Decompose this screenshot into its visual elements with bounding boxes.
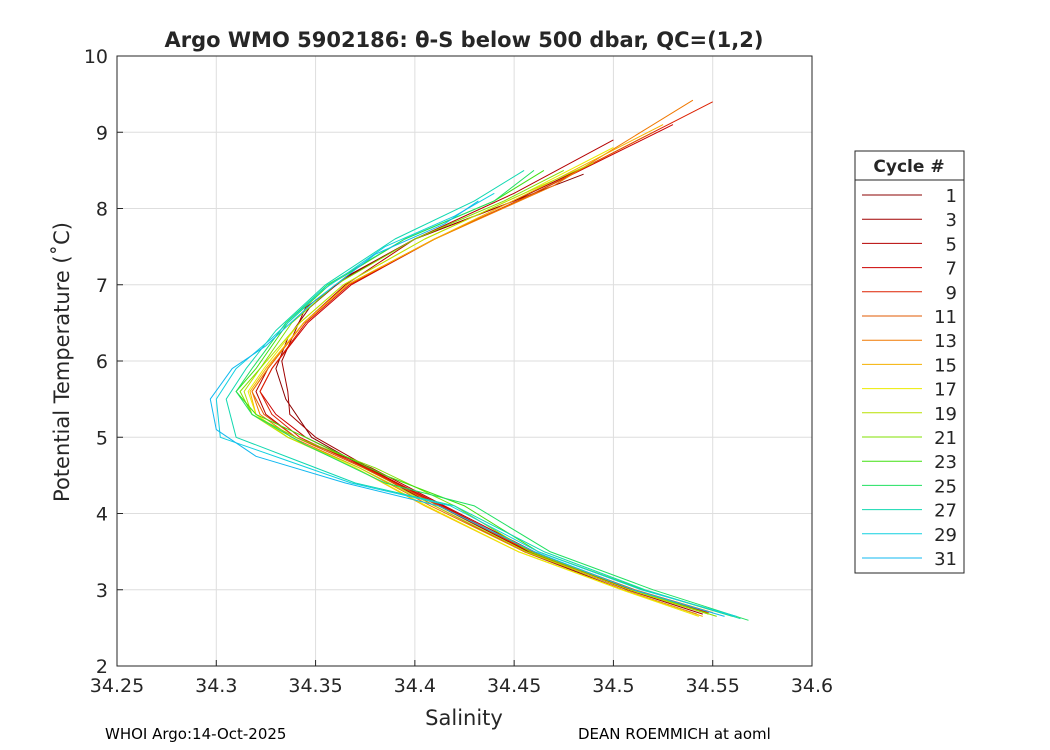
legend-label-cycle-7: 7 bbox=[946, 259, 957, 280]
legend-label-cycle-29: 29 bbox=[934, 525, 957, 546]
legend-box bbox=[854, 150, 965, 574]
x-tick-label: 34.35 bbox=[288, 675, 342, 697]
y-tick-label: 9 bbox=[96, 122, 108, 144]
legend-label-cycle-3: 3 bbox=[946, 210, 957, 231]
chart-title: Argo WMO 5902186: θ-S below 500 dbar, QC… bbox=[165, 28, 764, 52]
legend-label-cycle-15: 15 bbox=[934, 355, 957, 376]
y-tick-label: 5 bbox=[96, 427, 108, 449]
x-tick-label: 34.25 bbox=[90, 675, 144, 697]
y-tick-label: 6 bbox=[96, 351, 108, 373]
y-tick-label: 8 bbox=[96, 199, 108, 221]
legend-label-cycle-27: 27 bbox=[934, 501, 957, 522]
legend-label-cycle-21: 21 bbox=[934, 428, 957, 449]
x-tick-label: 34.5 bbox=[592, 675, 634, 697]
legend-title: Cycle # bbox=[873, 157, 944, 177]
legend-label-cycle-11: 11 bbox=[934, 307, 957, 328]
series-line-cycle-27 bbox=[225, 169, 741, 620]
y-tick-label: 7 bbox=[96, 275, 108, 297]
legend-label-cycle-23: 23 bbox=[934, 452, 957, 473]
legend-label-cycle-9: 9 bbox=[946, 283, 957, 304]
series-line-cycle-19 bbox=[243, 162, 709, 615]
footer-left-text: WHOI Argo:14-Oct-2025 bbox=[105, 725, 287, 743]
y-tick-label: 3 bbox=[96, 580, 108, 602]
x-axis-label: Salinity bbox=[425, 706, 503, 730]
legend-label-cycle-5: 5 bbox=[946, 234, 957, 255]
series-line-cycle-29 bbox=[215, 192, 737, 617]
footer-right-text: DEAN ROEMMICH at aoml bbox=[578, 725, 771, 743]
y-tick-label: 4 bbox=[96, 504, 108, 526]
x-tick-label: 34.3 bbox=[195, 675, 237, 697]
legend-label-cycle-25: 25 bbox=[934, 476, 957, 497]
y-tick-label: 2 bbox=[96, 656, 108, 678]
series-layer bbox=[209, 99, 749, 621]
legend-label-cycle-1: 1 bbox=[946, 186, 957, 207]
legend-label-cycle-17: 17 bbox=[934, 380, 957, 401]
tick-labels: 34.25 34.3 34.35 34.4 34.45 34.5 34.55 34.6 2 3 4 5… bbox=[84, 46, 833, 697]
x-tick-label: 34.6 bbox=[791, 675, 833, 697]
y-axis-label: Potential Temperature (˚C) bbox=[50, 222, 74, 502]
y-tick-label: 10 bbox=[84, 46, 108, 68]
x-tick-label: 34.45 bbox=[487, 675, 541, 697]
legend-label-cycle-13: 13 bbox=[934, 331, 957, 352]
legend-label-cycle-31: 31 bbox=[934, 549, 957, 570]
legend-label-cycle-19: 19 bbox=[934, 404, 957, 425]
x-tick-label: 34.55 bbox=[686, 675, 740, 697]
x-tick-label: 34.4 bbox=[394, 675, 436, 697]
series-line-cycle-31 bbox=[209, 200, 725, 617]
